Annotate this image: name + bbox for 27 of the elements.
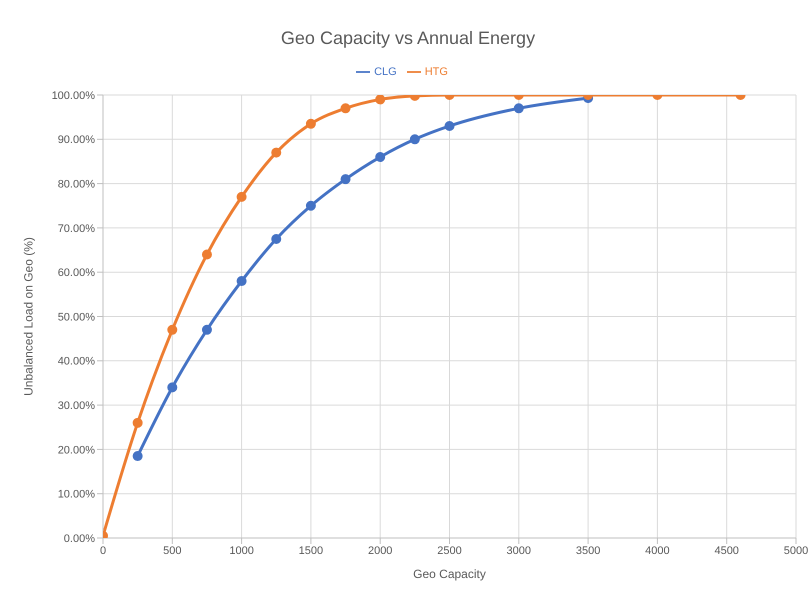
y-tick-label: 40.00% [58,356,96,368]
legend-label: CLG [374,66,397,78]
x-tick-label: 3000 [506,544,532,557]
y-tick-label: 50.00% [58,311,96,324]
y-tick-label: 80.00% [58,178,96,191]
x-tick-label: 2000 [368,544,392,557]
x-tick-label: 1000 [229,544,254,557]
y-tick-label: 30.00% [58,400,96,412]
x-tick-label: 2500 [437,544,462,557]
chart-title: Geo Capacity vs Annual Energy [280,27,536,50]
y-tick-label: 90.00% [58,134,96,146]
x-tick-label: 4000 [645,544,670,557]
x-tick-label: 5000 [784,544,808,557]
y-tick-label: 100.00% [52,90,96,102]
y-tick-label: 20.00% [58,444,96,456]
x-axis-title: Geo Capacity [413,567,486,581]
x-tick-label: 1500 [298,544,324,557]
y-tick-label: 60.00% [58,267,96,280]
x-tick-label: 0 [100,544,106,557]
y-tick-label: 10.00% [58,488,96,501]
x-tick-label: 500 [163,544,182,557]
x-tick-label: 3500 [576,544,600,557]
legend-label: HTG [424,66,448,78]
x-tick-label: 4500 [714,544,739,557]
y-tick-label: 70.00% [58,222,96,235]
y-axis-title: Unbalanced Load on Geo (%) [21,237,36,396]
y-tick-label: 0.00% [64,532,96,545]
